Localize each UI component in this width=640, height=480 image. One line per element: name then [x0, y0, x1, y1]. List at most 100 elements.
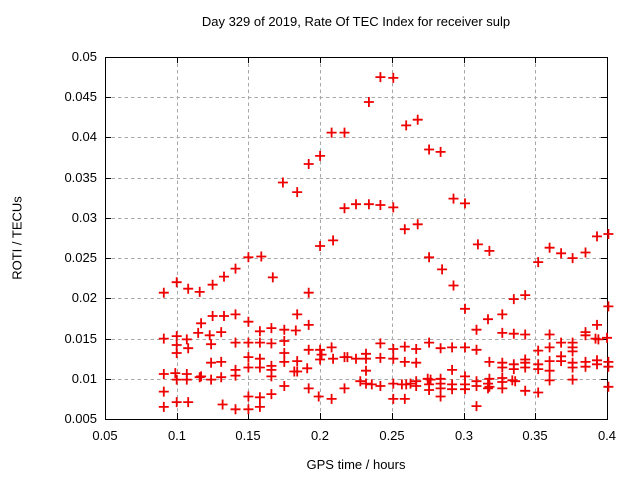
data-point-marker — [603, 361, 614, 372]
data-point-marker — [266, 323, 277, 334]
data-point-marker — [388, 202, 399, 213]
data-point-marker — [520, 385, 531, 396]
data-point-marker — [183, 343, 194, 354]
data-point-marker — [303, 319, 314, 330]
data-point-marker — [460, 384, 470, 395]
x-tick-label: 0.15 — [235, 428, 261, 443]
data-point-marker — [342, 352, 353, 363]
data-point-marker — [544, 356, 555, 367]
data-point-marker — [313, 391, 324, 402]
data-point-marker — [375, 352, 386, 363]
x-tick-label: 0.35 — [522, 428, 548, 443]
data-point-marker — [580, 361, 591, 372]
data-point-marker — [435, 343, 446, 354]
y-tick-label: 0.05 — [71, 49, 97, 64]
data-point-marker — [206, 374, 217, 385]
data-point-marker — [567, 253, 578, 264]
x-tick-label: 0.3 — [454, 428, 474, 443]
data-point-marker — [171, 331, 182, 342]
data-point-marker — [520, 290, 531, 301]
data-point-marker — [216, 372, 227, 383]
data-point-marker — [497, 327, 508, 338]
data-point-marker — [243, 391, 254, 402]
y-tick-label: 0.045 — [64, 89, 97, 104]
data-point-marker — [158, 386, 169, 397]
data-point-marker — [158, 333, 169, 344]
data-point-marker — [399, 393, 410, 404]
data-point-marker — [603, 381, 614, 392]
data-point-marker — [339, 203, 350, 214]
data-point-marker — [207, 279, 218, 290]
data-point-marker — [254, 337, 265, 348]
data-point-marker — [303, 383, 314, 394]
data-point-marker — [412, 114, 423, 125]
y-tick-label: 0.025 — [64, 250, 97, 265]
data-point-marker — [277, 177, 288, 188]
data-point-marker — [556, 356, 567, 367]
data-point-marker — [207, 311, 218, 321]
data-point-marker — [375, 381, 386, 391]
x-tick-label: 0.1 — [167, 428, 187, 443]
data-point-marker — [171, 374, 182, 385]
data-point-marker — [544, 375, 555, 386]
data-point-marker — [204, 330, 215, 341]
data-point-marker — [401, 120, 412, 131]
data-point-marker — [520, 362, 531, 373]
data-point-marker — [339, 127, 350, 138]
data-point-marker — [315, 241, 326, 251]
data-point-marker — [303, 287, 314, 298]
data-point-marker — [411, 357, 422, 368]
data-point-marker — [603, 229, 614, 239]
data-point-marker — [448, 280, 459, 291]
data-point-marker — [435, 391, 446, 402]
data-point-marker — [254, 362, 265, 373]
data-point-marker — [361, 353, 371, 364]
data-point-marker — [254, 353, 265, 364]
data-point-marker — [484, 356, 495, 367]
data-point-marker — [483, 383, 493, 394]
data-point-marker — [243, 252, 254, 263]
data-point-marker — [254, 401, 265, 412]
data-point-marker — [411, 344, 422, 354]
data-point-marker — [181, 334, 192, 345]
data-point-marker — [592, 319, 602, 330]
data-point-marker — [206, 339, 217, 350]
data-point-marker — [388, 393, 399, 404]
data-point-marker — [388, 344, 399, 354]
data-point-marker — [567, 346, 578, 357]
data-point-marker — [171, 397, 182, 408]
data-point-marker — [580, 247, 591, 258]
data-point-marker — [315, 344, 326, 355]
data-point-marker — [254, 326, 265, 337]
data-point-marker — [508, 328, 519, 339]
data-point-marker — [388, 378, 399, 389]
data-point-marker — [216, 327, 227, 338]
data-point-marker — [279, 381, 290, 391]
data-point-marker — [483, 314, 493, 325]
data-point-marker — [292, 356, 303, 367]
data-point-marker — [460, 342, 470, 353]
data-point-marker — [508, 294, 519, 305]
data-point-marker — [351, 199, 361, 210]
data-point-marker — [181, 374, 192, 385]
x-tick-label: 0.05 — [92, 428, 118, 443]
data-point-marker — [592, 359, 602, 370]
data-point-marker — [194, 286, 205, 297]
data-point-marker — [315, 354, 326, 365]
data-point-marker — [256, 251, 267, 262]
data-point-marker — [279, 324, 290, 335]
data-point-marker — [544, 242, 555, 253]
data-point-marker — [193, 327, 204, 338]
data-point-marker — [592, 231, 602, 242]
data-point-marker — [266, 371, 277, 382]
data-point-marker — [290, 325, 301, 336]
data-point-marker — [448, 193, 459, 204]
data-point-marker — [279, 348, 290, 358]
data-point-marker — [375, 72, 386, 83]
data-point-marker — [497, 309, 508, 320]
y-tick-label: 0.04 — [71, 129, 97, 144]
data-point-marker — [361, 365, 371, 376]
y-tick-label: 0.02 — [71, 290, 97, 305]
data-point-marker — [447, 342, 458, 353]
data-point-marker — [303, 344, 314, 355]
